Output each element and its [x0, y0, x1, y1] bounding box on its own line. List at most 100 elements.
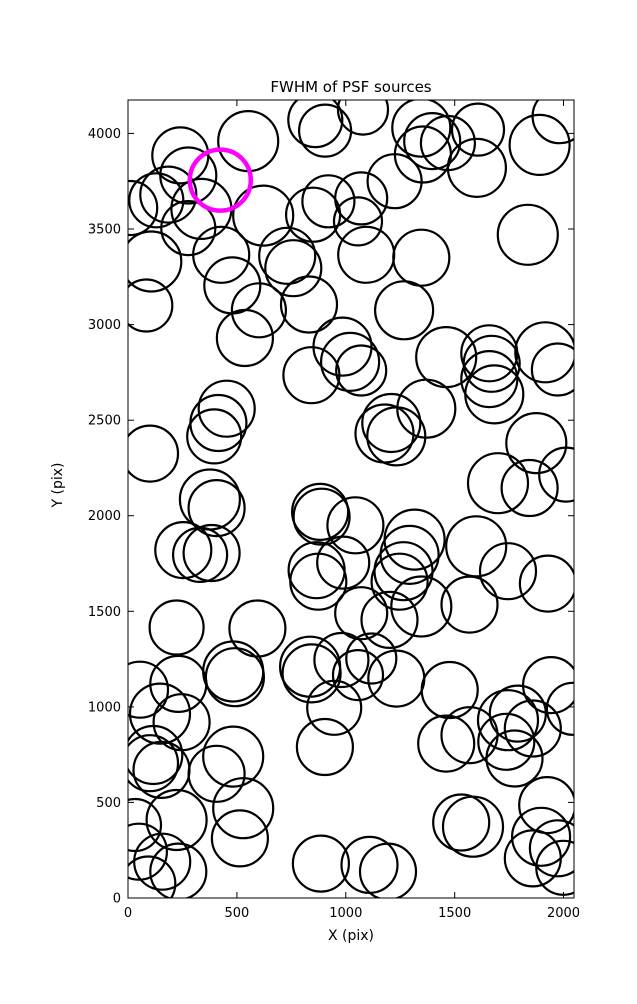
psf-circle [545, 681, 574, 736]
psf-circle [128, 230, 183, 293]
psf-circle [366, 153, 423, 210]
psf-circle [145, 788, 208, 852]
psf-circle [326, 496, 385, 555]
psf-circle [128, 424, 180, 483]
y-tick-label: 3500 [88, 223, 121, 238]
psf-circle [154, 520, 213, 580]
y-tick-label: 2000 [88, 509, 121, 524]
psf-circle [187, 479, 246, 538]
psf-circle [403, 112, 462, 171]
psf-circle [291, 482, 350, 541]
psf-circle [462, 334, 521, 393]
psf-circle [128, 179, 159, 237]
psf-circle [128, 822, 168, 881]
y-tick-label: 0 [113, 892, 121, 907]
psf-circle [230, 282, 287, 339]
psf-circle [528, 819, 574, 878]
y-tick-label: 2500 [88, 414, 121, 429]
psf-circle [212, 777, 275, 840]
psf-circle [334, 586, 389, 641]
tick-labels-layer: 0 500 1000 1500 2000 0 500 1000 1500 2000 2500 3000… [88, 127, 580, 921]
psf-circle [334, 171, 389, 226]
psf-circle [232, 184, 295, 247]
psf-circles-layer [128, 100, 574, 898]
psf-circle [187, 744, 246, 803]
psf-circle [320, 331, 381, 392]
y-tick-label: 3000 [88, 318, 121, 333]
psf-circle [149, 842, 208, 898]
psf-circle [396, 378, 457, 439]
y-tick-label: 1500 [88, 605, 121, 620]
highlighted-source-layer [187, 147, 254, 213]
x-tick-label: 1000 [329, 906, 362, 921]
psf-circle [460, 350, 519, 409]
psf-circle [335, 344, 388, 397]
psf-circle [518, 554, 574, 613]
psf-circle [182, 523, 241, 583]
psf-circle [336, 100, 390, 136]
psf-circle [128, 278, 174, 333]
psf-circle [503, 829, 562, 888]
psf-circle [358, 842, 418, 898]
x-axis-label: X (pix) [328, 928, 374, 944]
psf-circle [531, 100, 574, 145]
psf-circle [432, 793, 491, 852]
psf-circle [391, 100, 452, 158]
psf-circle [301, 174, 356, 229]
psf-circle [291, 834, 350, 893]
psf-circle [128, 855, 177, 898]
psf-circle [361, 392, 422, 454]
x-tick-label: 0 [124, 906, 132, 921]
psf-circle [496, 203, 559, 266]
psf-circle [295, 717, 354, 777]
psf-circle [148, 599, 205, 656]
y-tick-label: 500 [96, 796, 121, 811]
psf-circle [331, 648, 385, 702]
highlighted-psf-circle [187, 147, 254, 213]
psf-circle [476, 689, 540, 752]
x-tick-label: 1500 [438, 906, 471, 921]
psf-circle [128, 724, 184, 786]
psf-circle [360, 590, 419, 650]
psf-circle [478, 542, 538, 601]
psf-circle [417, 714, 476, 773]
psf-circle [316, 535, 371, 590]
psf-circle [159, 146, 218, 205]
psf-circle [215, 308, 274, 368]
psf-circle [139, 165, 198, 224]
psf-circle [192, 225, 251, 284]
psf-circle [538, 446, 574, 503]
psf-circle [466, 452, 530, 515]
psf-circle [390, 575, 453, 638]
psf-circle [477, 712, 536, 771]
psf-circle [264, 239, 323, 298]
psf-circle [446, 137, 507, 198]
psf-circle [450, 102, 506, 157]
psf-circle [186, 408, 243, 465]
psf-circle [128, 797, 163, 853]
psf-circle [202, 725, 265, 788]
y-tick-label: 1000 [88, 700, 121, 715]
psf-circle [204, 647, 265, 708]
axes-frame [127, 99, 575, 899]
psf-circle [514, 321, 574, 384]
psf-circle [420, 660, 479, 720]
psf-circle [287, 100, 344, 149]
psf-circle [505, 412, 568, 475]
psf-circle [440, 706, 499, 765]
psf-circle [510, 806, 572, 867]
chart-title: FWHM of PSF sources [270, 78, 431, 96]
psf-circle [370, 552, 429, 611]
y-tick-label: 4000 [88, 127, 121, 142]
y-axis-label: Y (pix) [50, 463, 66, 509]
psf-circle [128, 734, 180, 793]
psf-circle [332, 196, 384, 247]
psf-circle [464, 364, 525, 425]
psf-circle [313, 631, 370, 689]
psf-circle [500, 458, 559, 518]
x-tick-label: 2000 [547, 906, 580, 921]
psf-circle [440, 575, 499, 634]
psf-circle [228, 599, 287, 658]
